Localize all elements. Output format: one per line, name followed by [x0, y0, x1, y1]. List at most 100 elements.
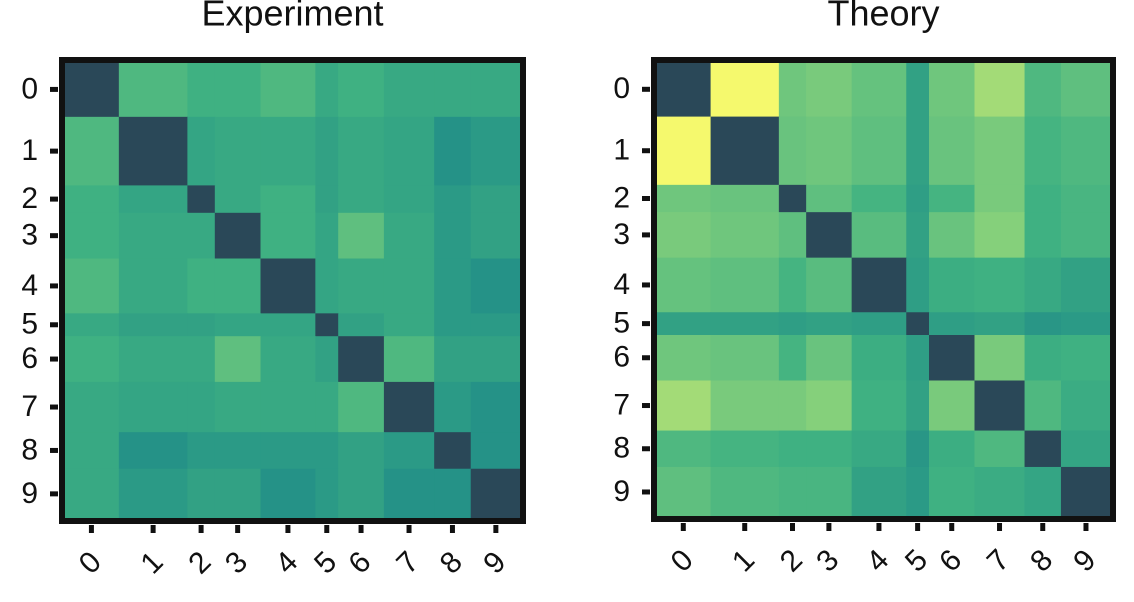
y-tick-label: 5 [21, 308, 38, 341]
heatmap-cell [974, 466, 1026, 518]
heatmap-cell [64, 212, 120, 260]
heatmap-cell [64, 336, 120, 383]
y-tick-label: 2 [21, 182, 38, 215]
heatmap-cells [656, 62, 1112, 518]
y-tick-label: 5 [613, 307, 630, 340]
heatmap-cell [1060, 335, 1112, 381]
heatmap-cell [806, 257, 853, 313]
x-tick-label: 6 [342, 545, 377, 580]
heatmap-cell [338, 468, 385, 520]
heatmap-cell [315, 185, 339, 214]
heatmap-cell [338, 313, 385, 337]
heatmap-cell [710, 212, 780, 259]
heatmap-cell [118, 212, 188, 260]
heatmap-cell [118, 468, 188, 520]
x-tick-label: 7 [981, 543, 1016, 578]
heatmap-cell [906, 184, 930, 213]
heatmap-cell [64, 468, 120, 520]
heatmap-cell [906, 116, 930, 186]
heatmap-cell [929, 62, 975, 118]
heatmap-cell [187, 212, 216, 260]
heatmap-cell [383, 185, 435, 214]
heatmap-cell [851, 212, 907, 259]
heatmap-cell [64, 432, 120, 470]
heatmap-cell [851, 312, 907, 336]
heatmap-cell [656, 466, 712, 518]
heatmap-cell [806, 116, 853, 186]
x-tick-label: 7 [390, 545, 425, 580]
heatmap-cell [806, 466, 853, 518]
heatmap-cell [906, 335, 930, 381]
y-tick-label: 7 [21, 390, 38, 423]
heatmap-cell [383, 258, 435, 314]
heatmap-cell [1060, 466, 1112, 518]
heatmap-cell [974, 335, 1026, 381]
x-tick-label: 3 [810, 543, 845, 578]
heatmap-cell [470, 336, 522, 383]
heatmap-cell [338, 258, 385, 314]
heatmap-cell [656, 430, 712, 468]
heatmap-cell [929, 257, 975, 313]
heatmap-cell [470, 62, 522, 118]
heatmap-cell [710, 257, 780, 313]
heatmap-cell [974, 257, 1026, 313]
x-tick-label: 9 [477, 545, 512, 580]
y-tick-label: 8 [21, 433, 38, 466]
y-tick-label: 0 [613, 72, 630, 105]
y-tick-label: 2 [613, 181, 630, 214]
heatmap-cell [118, 313, 188, 337]
heatmap-cell [656, 212, 712, 259]
heatmap-cell [778, 184, 807, 213]
x-tick-label: 6 [933, 543, 968, 578]
plot-frame [651, 57, 1116, 522]
heatmap-cell [974, 312, 1026, 336]
heatmap-cell [710, 466, 780, 518]
heatmap-cell [118, 185, 188, 214]
heatmap-cell [118, 336, 188, 383]
heatmap-cell [434, 468, 472, 520]
heatmap-cell [338, 62, 385, 118]
heatmap-cell [806, 62, 853, 118]
x-tick-label: 2 [182, 545, 217, 580]
plot-frame [59, 57, 526, 524]
heatmap-cell [710, 335, 780, 381]
heatmap-cell [260, 468, 316, 520]
heatmap-cell [974, 184, 1026, 213]
heatmap-cell [118, 432, 188, 470]
y-tick-label: 1 [613, 134, 630, 167]
heatmap-cell [470, 185, 522, 214]
heatmap-cell [851, 466, 907, 518]
heatmap-cell [260, 116, 316, 186]
heatmap-cell [338, 212, 385, 260]
y-tick-label: 6 [21, 342, 38, 375]
x-tick-label: 0 [73, 545, 108, 580]
y-tick-label: 4 [21, 269, 38, 302]
x-tick-label: 8 [1024, 543, 1059, 578]
heatmap-cell [851, 116, 907, 186]
y-tick-label: 9 [613, 475, 630, 508]
heatmap-cell [187, 381, 216, 433]
y-tick-label: 1 [21, 134, 38, 167]
heatmap-cell [434, 212, 472, 260]
heatmap-cell [383, 468, 435, 520]
heatmap-cell [315, 258, 339, 314]
heatmap-cell [974, 380, 1026, 432]
heatmap-cell [315, 336, 339, 383]
heatmap-cell [929, 335, 975, 381]
heatmap-cell [851, 430, 907, 468]
heatmap-cell [1060, 312, 1112, 336]
heatmap-cell [656, 184, 712, 213]
heatmap-cell [1024, 116, 1062, 186]
y-tick-label: 8 [613, 432, 630, 465]
heatmap-cell [929, 212, 975, 259]
heatmap-cell [214, 212, 262, 260]
heatmap-cell [974, 212, 1026, 259]
x-tick-label: 2 [774, 543, 809, 578]
x-tick-label: 1 [134, 545, 169, 580]
heatmap-cell [1024, 466, 1062, 518]
heatmap-cell [1024, 212, 1062, 259]
x-tick-label: 1 [726, 543, 761, 578]
heatmap-cell [64, 185, 120, 214]
x-tick-label: 3 [219, 545, 254, 580]
